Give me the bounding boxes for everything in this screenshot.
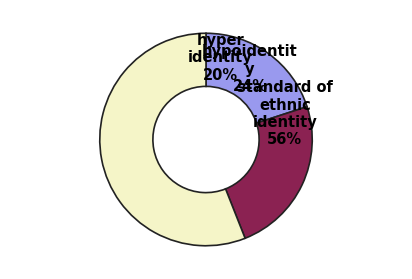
Text: hyper
identity
20%: hyper identity 20% (188, 33, 253, 83)
Text: hypoidentit
y
24%: hypoidentit y 24% (202, 44, 298, 94)
Wedge shape (225, 107, 312, 238)
Wedge shape (100, 33, 245, 246)
Text: standard of
ethnic
identity
56%: standard of ethnic identity 56% (237, 80, 333, 148)
Wedge shape (206, 33, 307, 123)
